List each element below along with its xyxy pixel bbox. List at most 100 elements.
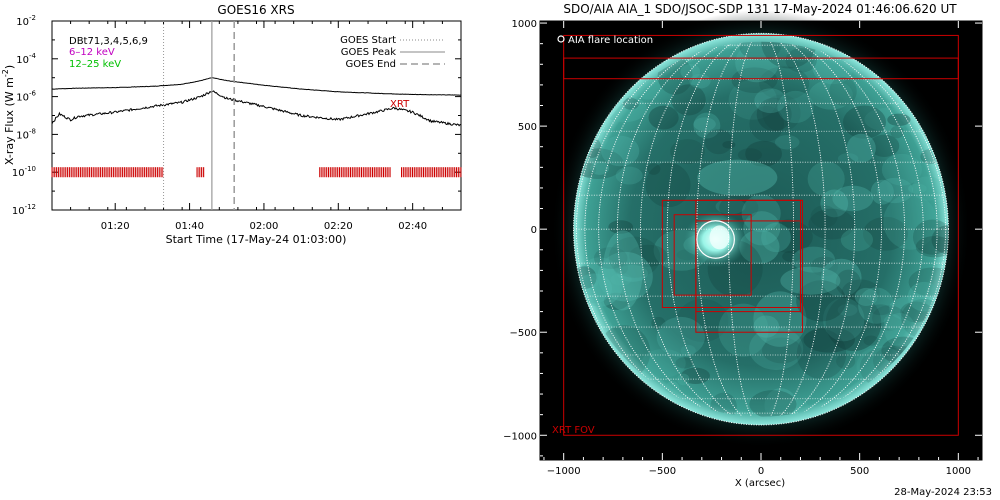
aia-y-axis-ticks: 1000 500 0 −500 −1000	[503, 19, 982, 457]
disk-feature	[722, 140, 736, 149]
flare-legend-icon	[557, 35, 565, 43]
disk-feature	[613, 261, 629, 275]
goes-y-tick-label: 10-4	[16, 52, 36, 66]
disk-feature	[870, 304, 891, 316]
aia-y-tick-label: 0	[531, 225, 537, 236]
bright-patch	[780, 266, 841, 295]
disk-feature	[835, 269, 861, 297]
aia-y-tick-label: −1000	[503, 431, 537, 442]
goes-y-tick-base: 10	[16, 93, 29, 104]
disk-feature	[807, 161, 845, 197]
disk-feature	[608, 220, 634, 234]
disk-feature	[756, 97, 792, 132]
flare-core	[709, 225, 730, 250]
goes-y-tick-label: 10-6	[16, 90, 36, 104]
goes-y-tick-label: 10-2	[16, 14, 36, 28]
aia-x-axis-ticks: −1000 −500 0 500 1000	[543, 21, 979, 477]
disk-feature	[777, 90, 814, 124]
disk-feature	[735, 43, 779, 83]
disk-feature	[603, 292, 629, 310]
disk-feature	[693, 112, 721, 139]
disk-feature	[863, 335, 879, 346]
disk-feature	[647, 163, 661, 175]
disk-feature	[841, 279, 880, 306]
disk-feature	[810, 205, 838, 228]
goes-event-lines	[163, 21, 235, 210]
disk-feature	[615, 166, 643, 185]
disk-feature	[581, 277, 599, 288]
goes-y-axis-label-close: )	[3, 65, 16, 69]
disk-feature	[728, 80, 777, 120]
disk-feature	[629, 244, 668, 267]
disk-feature	[870, 179, 894, 205]
aia-x-axis-label: X (arcsec)	[735, 478, 785, 489]
goes-flux-series	[52, 77, 461, 96]
disk-feature	[622, 97, 639, 110]
aia-x-tick-label: 0	[758, 466, 764, 477]
disk-feature	[645, 162, 691, 208]
disk-feature	[890, 125, 904, 139]
legend-goes-start-label: GOES Start	[340, 35, 396, 46]
disk-feature	[601, 135, 640, 167]
disk-feature	[759, 66, 810, 101]
goes-x-tick-label: 01:40	[175, 221, 204, 232]
disk-feature	[900, 301, 933, 323]
longitude-line	[666, 41, 856, 417]
disk-feature	[808, 208, 855, 240]
goes-x-tick-label: 01:20	[101, 221, 130, 232]
disk-feature	[876, 177, 914, 204]
disk-feature	[907, 281, 941, 312]
disk-feature	[869, 134, 900, 157]
disk-feature	[680, 64, 701, 80]
bright-patch	[697, 159, 778, 196]
disk-feature	[739, 41, 781, 61]
xrt-coverage-band	[197, 167, 205, 178]
disk-feature	[862, 216, 909, 251]
goes-y-tick-base: 10	[12, 206, 25, 217]
goes-legend: GOES Start GOES Peak GOES End	[340, 35, 445, 70]
goes-filter-label: DBt71,3,4,5,6,9	[69, 36, 148, 47]
disk-feature	[731, 67, 778, 94]
xrt-coverage-band	[401, 167, 461, 178]
goes-y-tick-exp: -6	[29, 90, 37, 98]
disk-feature	[796, 329, 847, 380]
disk-feature	[774, 135, 800, 150]
goes-y-axis-label: X-ray Flux (W m-2)	[1, 65, 16, 165]
solar-disk	[573, 33, 949, 425]
goes-y-tick-exp: -10	[25, 165, 36, 173]
disk-feature	[753, 315, 780, 338]
goes-series-group	[52, 77, 461, 127]
xrt-fov-rect	[673, 214, 752, 296]
goes-y-axis-label-exp: -2	[1, 69, 10, 77]
goes-x-axis-ticks: 01:20 01:40 02:00 02:20 02:40	[51, 21, 462, 232]
goes-y-tick-exp: -4	[29, 52, 37, 60]
disk-feature	[832, 185, 874, 212]
solar-limb	[573, 32, 949, 426]
disk-feature	[820, 189, 849, 218]
disk-feature	[796, 280, 847, 322]
disk-feature	[887, 113, 911, 127]
goes-y-tick-exp: -2	[29, 14, 36, 22]
goes-y-tick-exp: -12	[25, 203, 36, 211]
disk-feature	[737, 148, 762, 162]
disk-feature	[749, 105, 784, 142]
disk-feature	[762, 94, 801, 132]
disk-feature	[753, 291, 807, 347]
goes-y-tick-base: 10	[12, 168, 25, 179]
goes-y-tick-base: 10	[16, 55, 29, 66]
disk-feature	[836, 353, 856, 369]
xrt-fov-rectangles	[563, 34, 959, 436]
energy-label-6-12: 6–12 keV	[69, 47, 115, 58]
goes-flux-series	[52, 90, 461, 127]
disk-feature	[676, 298, 729, 342]
xrt-fov-rect	[563, 34, 959, 436]
goes-x-tick-label: 02:00	[250, 221, 279, 232]
aia-sun-image	[551, 9, 971, 449]
disk-feature	[681, 367, 710, 384]
aia-x-tick-label: −500	[649, 466, 676, 477]
disk-feature	[881, 153, 922, 186]
goes-x-axis-label: Start Time (17-May-24 01:03:00)	[166, 233, 347, 246]
disk-feature	[883, 314, 902, 330]
disk-feature	[761, 337, 802, 364]
